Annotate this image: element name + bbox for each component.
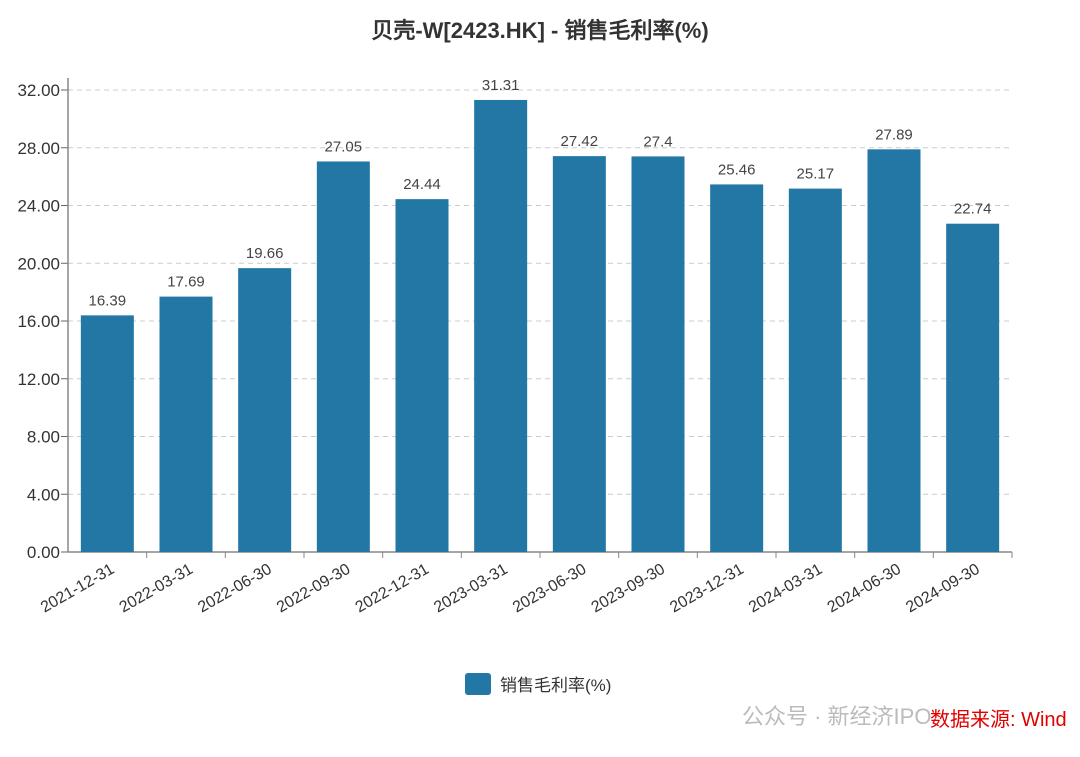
x-tick-label: 2023-09-30 xyxy=(589,561,668,617)
bar xyxy=(474,99,528,552)
source-note: 数据来源: Wind xyxy=(930,708,1067,731)
data-label: 27.05 xyxy=(325,138,363,155)
x-tick-label: 2021-12-31 xyxy=(38,561,117,617)
y-tick-label: 4.00 xyxy=(27,485,60,504)
x-tick-label: 2023-03-31 xyxy=(431,561,510,617)
watermark: 公众号 · 新经济IPO xyxy=(742,704,931,729)
data-label: 27.42 xyxy=(561,133,599,150)
legend-label: 销售毛利率(%) xyxy=(500,676,611,695)
bar xyxy=(159,296,213,552)
bar xyxy=(80,315,134,552)
data-label: 19.66 xyxy=(246,245,284,262)
y-tick-label: 24.00 xyxy=(17,197,60,216)
data-label: 17.69 xyxy=(167,274,205,291)
bar xyxy=(238,268,292,552)
x-tick-label: 2023-12-31 xyxy=(667,561,746,617)
bar xyxy=(395,199,449,552)
data-label: 24.44 xyxy=(403,176,441,193)
y-tick-label: 28.00 xyxy=(17,139,60,158)
data-label: 27.89 xyxy=(875,126,913,143)
x-tick-label: 2024-06-30 xyxy=(825,561,904,617)
data-label: 27.4 xyxy=(643,133,672,150)
bar xyxy=(631,156,685,552)
bar xyxy=(867,149,921,552)
x-tick-label: 2024-09-30 xyxy=(903,561,982,617)
data-label: 25.17 xyxy=(797,166,835,183)
legend-swatch xyxy=(465,673,491,695)
bar xyxy=(710,184,764,552)
data-label: 22.74 xyxy=(954,201,992,218)
data-label: 16.39 xyxy=(89,292,127,309)
y-tick-label: 32.00 xyxy=(17,81,60,100)
x-tick-label: 2022-09-30 xyxy=(274,561,353,617)
x-tick-label: 2023-06-30 xyxy=(510,561,589,617)
bar xyxy=(946,223,1000,552)
y-tick-label: 8.00 xyxy=(27,428,60,447)
y-tick-label: 12.00 xyxy=(17,370,60,389)
bar xyxy=(316,161,370,552)
x-tick-label: 2022-12-31 xyxy=(353,561,432,617)
chart-title: 贝壳-W[2423.HK] - 销售毛利率(%) xyxy=(371,18,708,43)
bar xyxy=(788,188,842,552)
data-label: 31.31 xyxy=(482,77,520,94)
y-tick-label: 0.00 xyxy=(27,543,60,562)
x-tick-label: 2024-03-31 xyxy=(746,561,825,617)
x-tick-label: 2022-06-30 xyxy=(195,561,274,617)
y-tick-label: 16.00 xyxy=(17,312,60,331)
bar xyxy=(552,156,606,552)
data-label: 25.46 xyxy=(718,161,756,178)
y-tick-label: 20.00 xyxy=(17,254,60,273)
x-tick-label: 2022-03-31 xyxy=(117,561,196,617)
